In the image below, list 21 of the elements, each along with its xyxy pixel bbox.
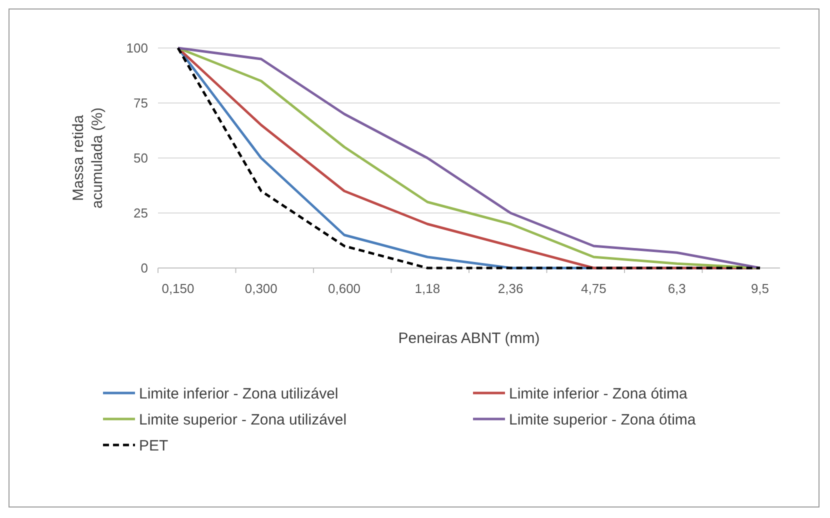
x-tick-label: 0,300	[244, 281, 278, 296]
legend-label: Limite superior - Zona ótima	[509, 411, 696, 428]
y-tick-label: 100	[126, 40, 148, 56]
x-tick-label: 0,600	[328, 281, 361, 296]
y-axis-title: Massa retida acumulada (%)	[70, 108, 106, 208]
y-tick-label: 0	[140, 260, 148, 276]
legend-label: Limite inferior - Zona utilizável	[139, 385, 338, 402]
legend-label: Limite inferior - Zona ótima	[509, 385, 688, 402]
x-tick-label: 0,150	[162, 281, 194, 296]
line-series	[176, 46, 762, 270]
x-tick-label: 1,18	[414, 281, 440, 296]
legend-label: PET	[139, 437, 168, 454]
legend-label: Limite superior - Zona utilizável	[139, 411, 347, 428]
y-tick-label: 50	[134, 150, 148, 166]
x-tick-label: 4,75	[581, 281, 606, 296]
x-tick-label: 2,36	[498, 281, 524, 296]
x-axis-title: Peneiras ABNT (mm)	[398, 330, 540, 347]
y-tick-label: 25	[134, 206, 148, 221]
y-tick-label: 75	[134, 96, 148, 111]
x-tick-label: 9,5	[750, 281, 770, 296]
x-tick-label: 6,3	[668, 281, 686, 296]
